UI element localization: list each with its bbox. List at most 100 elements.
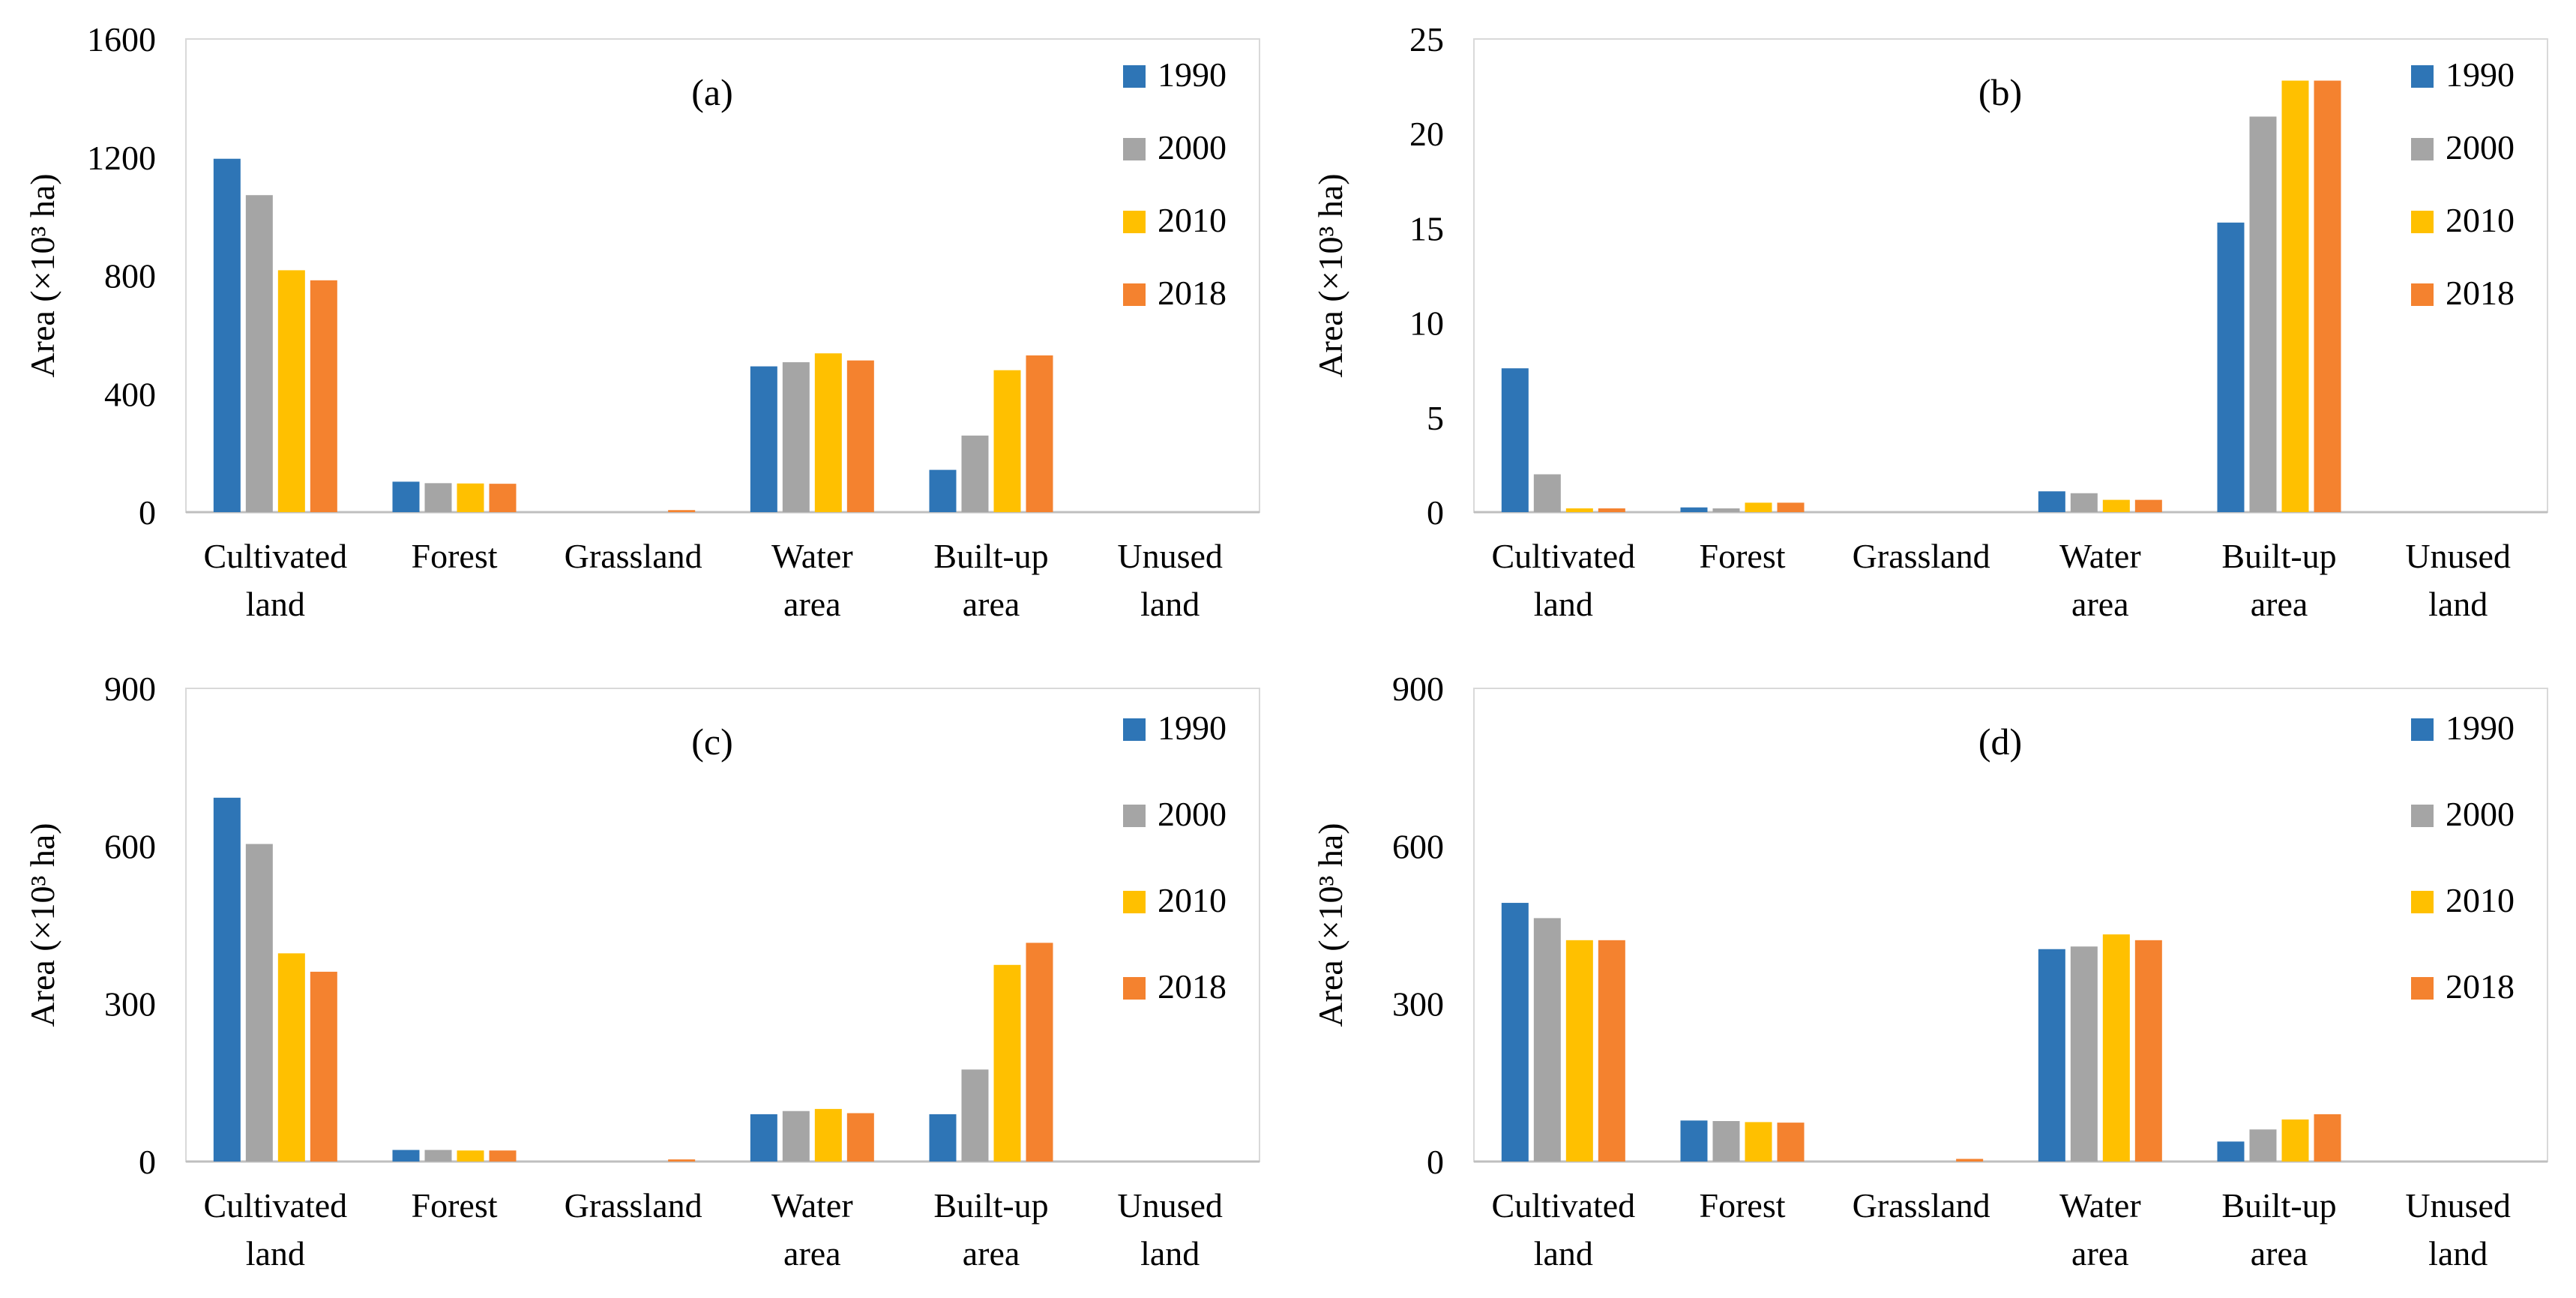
legend-swatch-2018 bbox=[1123, 283, 1146, 306]
legend-label-2018: 2018 bbox=[1158, 274, 1227, 312]
chart-c: 0 300 600 900 Area (×10³ ha) (c) Cultivated lan… bbox=[23, 670, 1260, 1273]
y-tick-label: 20 bbox=[1409, 115, 1444, 153]
chart-panel-b: 0 5 10 15 20 25 Area (×10³ ha) (b) Cultivated lan… bbox=[1288, 0, 2576, 649]
legend-label-1990: 1990 bbox=[2446, 709, 2515, 747]
legend-swatch-2010 bbox=[1123, 891, 1146, 913]
bar-2018-water-area bbox=[846, 360, 874, 512]
chart-b: 0 5 10 15 20 25 Area (×10³ ha) (b) Cultivated lan… bbox=[1311, 20, 2548, 623]
bar-2010-built-up-area bbox=[2281, 1119, 2309, 1162]
bar-2000-forest bbox=[1712, 1121, 1740, 1162]
x-tick-label: land bbox=[2428, 585, 2488, 623]
bar-2000-forest bbox=[424, 1150, 452, 1162]
bar-1990-built-up-area bbox=[2217, 222, 2245, 512]
chart-panel-c: 0 300 600 900 Area (×10³ ha) (c) Cultivated lan… bbox=[0, 649, 1288, 1298]
panel-label: (d) bbox=[1978, 721, 2022, 763]
bar-2010-built-up-area bbox=[993, 370, 1021, 512]
bar-2018-water-area bbox=[2134, 499, 2162, 512]
bar-2018-cultivated-land bbox=[1598, 940, 1625, 1162]
bar-2000-cultivated-land bbox=[1533, 918, 1561, 1162]
bar-2000-forest bbox=[424, 483, 452, 512]
bar-2010-cultivated-land bbox=[1565, 940, 1593, 1162]
bar-2018-cultivated-land bbox=[1598, 508, 1625, 512]
legend-label-2010: 2010 bbox=[2446, 881, 2515, 919]
x-tick-label: Water bbox=[771, 537, 853, 575]
bar-2010-forest bbox=[457, 483, 484, 512]
x-tick-label: land bbox=[246, 1234, 305, 1273]
x-tick-label: area bbox=[2251, 585, 2308, 623]
bar-2010-built-up-area bbox=[993, 964, 1021, 1162]
legend-label-2018: 2018 bbox=[2446, 274, 2515, 312]
bar-2010-forest bbox=[1745, 502, 1772, 512]
legend-swatch-2000 bbox=[1123, 138, 1146, 160]
y-tick-label: 25 bbox=[1409, 20, 1444, 58]
bar-2000-cultivated-land bbox=[245, 844, 273, 1162]
y-tick-label: 300 bbox=[104, 985, 156, 1024]
legend-swatch-2018 bbox=[1123, 977, 1146, 1000]
legend-label-2010: 2010 bbox=[1158, 201, 1227, 239]
bar-2018-grassland bbox=[668, 510, 696, 512]
legend-swatch-2000 bbox=[2411, 805, 2434, 827]
y-axis-title: Area (×10³ ha) bbox=[1311, 173, 1349, 377]
panel-label: (a) bbox=[691, 71, 733, 113]
bar-1990-water-area bbox=[2038, 491, 2065, 512]
bar-2010-forest bbox=[457, 1150, 484, 1162]
x-tick-label: area bbox=[963, 1234, 1020, 1273]
panel-label: (b) bbox=[1978, 71, 2022, 113]
legend-label-1990: 1990 bbox=[1158, 55, 1227, 94]
x-tick-label: area bbox=[783, 1234, 841, 1273]
x-tick-label: Forest bbox=[1700, 1186, 1786, 1225]
y-tick-label: 0 bbox=[1427, 1143, 1444, 1181]
x-tick-label: Cultivated bbox=[1492, 1186, 1636, 1225]
y-tick-label: 900 bbox=[1392, 670, 1444, 708]
bar-1990-built-up-area bbox=[2217, 1141, 2245, 1162]
bar-1990-water-area bbox=[750, 366, 777, 512]
legend-swatch-1990 bbox=[1123, 718, 1146, 741]
bar-2010-water-area bbox=[814, 1108, 842, 1162]
bar-1990-forest bbox=[392, 481, 420, 512]
y-tick-label: 600 bbox=[1392, 827, 1444, 865]
x-tick-label: land bbox=[246, 585, 305, 623]
x-tick-label: land bbox=[1534, 1234, 1593, 1273]
bar-2000-cultivated-land bbox=[245, 195, 273, 512]
legend-swatch-1990 bbox=[1123, 65, 1146, 88]
x-tick-label: Unused bbox=[2405, 1186, 2511, 1225]
bar-2010-cultivated-land bbox=[277, 270, 305, 512]
y-tick-label: 0 bbox=[139, 493, 156, 532]
chart-panel-a: 0 400 800 1200 1600 Area (×10³ ha) (a) Cultivat… bbox=[0, 0, 1288, 649]
legend-swatch-2000 bbox=[1123, 805, 1146, 827]
x-tick-label: Built-up bbox=[2221, 537, 2336, 575]
legend-label-2018: 2018 bbox=[2446, 967, 2515, 1006]
chart-a: 0 400 800 1200 1600 Area (×10³ ha) (a) Cultivat… bbox=[23, 20, 1260, 623]
bar-2018-water-area bbox=[846, 1113, 874, 1162]
legend-label-2000: 2000 bbox=[1158, 795, 1227, 833]
x-tick-label: Grassland bbox=[565, 1186, 702, 1225]
x-tick-label: Cultivated bbox=[204, 1186, 348, 1225]
x-tick-label: Built-up bbox=[933, 1186, 1048, 1225]
bar-2018-grassland bbox=[1956, 1159, 1984, 1162]
y-tick-label: 1600 bbox=[87, 20, 156, 58]
x-tick-label: Water bbox=[771, 1186, 853, 1225]
legend-swatch-2018 bbox=[2411, 283, 2434, 306]
y-axis-title: Area (×10³ ha) bbox=[23, 823, 61, 1027]
x-tick-label: Unused bbox=[1117, 1186, 1223, 1225]
x-tick-label: land bbox=[1140, 1234, 1200, 1273]
bar-2018-forest bbox=[489, 484, 517, 512]
bar-1990-cultivated-land bbox=[213, 797, 241, 1162]
x-tick-label: Unused bbox=[1117, 537, 1223, 575]
bar-2000-built-up-area bbox=[2249, 1129, 2277, 1162]
bar-1990-forest bbox=[1680, 507, 1708, 512]
legend-swatch-1990 bbox=[2411, 718, 2434, 741]
bar-2000-water-area bbox=[2070, 493, 2098, 512]
chart-d: 0 300 600 900 Area (×10³ ha) (d) Cultivated lan… bbox=[1311, 670, 2548, 1273]
y-tick-label: 300 bbox=[1392, 985, 1444, 1024]
x-tick-label: Built-up bbox=[933, 537, 1048, 575]
y-tick-label: 10 bbox=[1409, 304, 1444, 343]
legend-swatch-2000 bbox=[2411, 138, 2434, 160]
bar-1990-forest bbox=[392, 1150, 420, 1162]
legend-swatch-2010 bbox=[2411, 211, 2434, 233]
bar-1990-cultivated-land bbox=[1501, 368, 1529, 512]
y-tick-label: 600 bbox=[104, 827, 156, 865]
legend-label-1990: 1990 bbox=[1158, 709, 1227, 747]
bar-2018-water-area bbox=[2134, 940, 2162, 1162]
bar-1990-cultivated-land bbox=[213, 158, 241, 513]
